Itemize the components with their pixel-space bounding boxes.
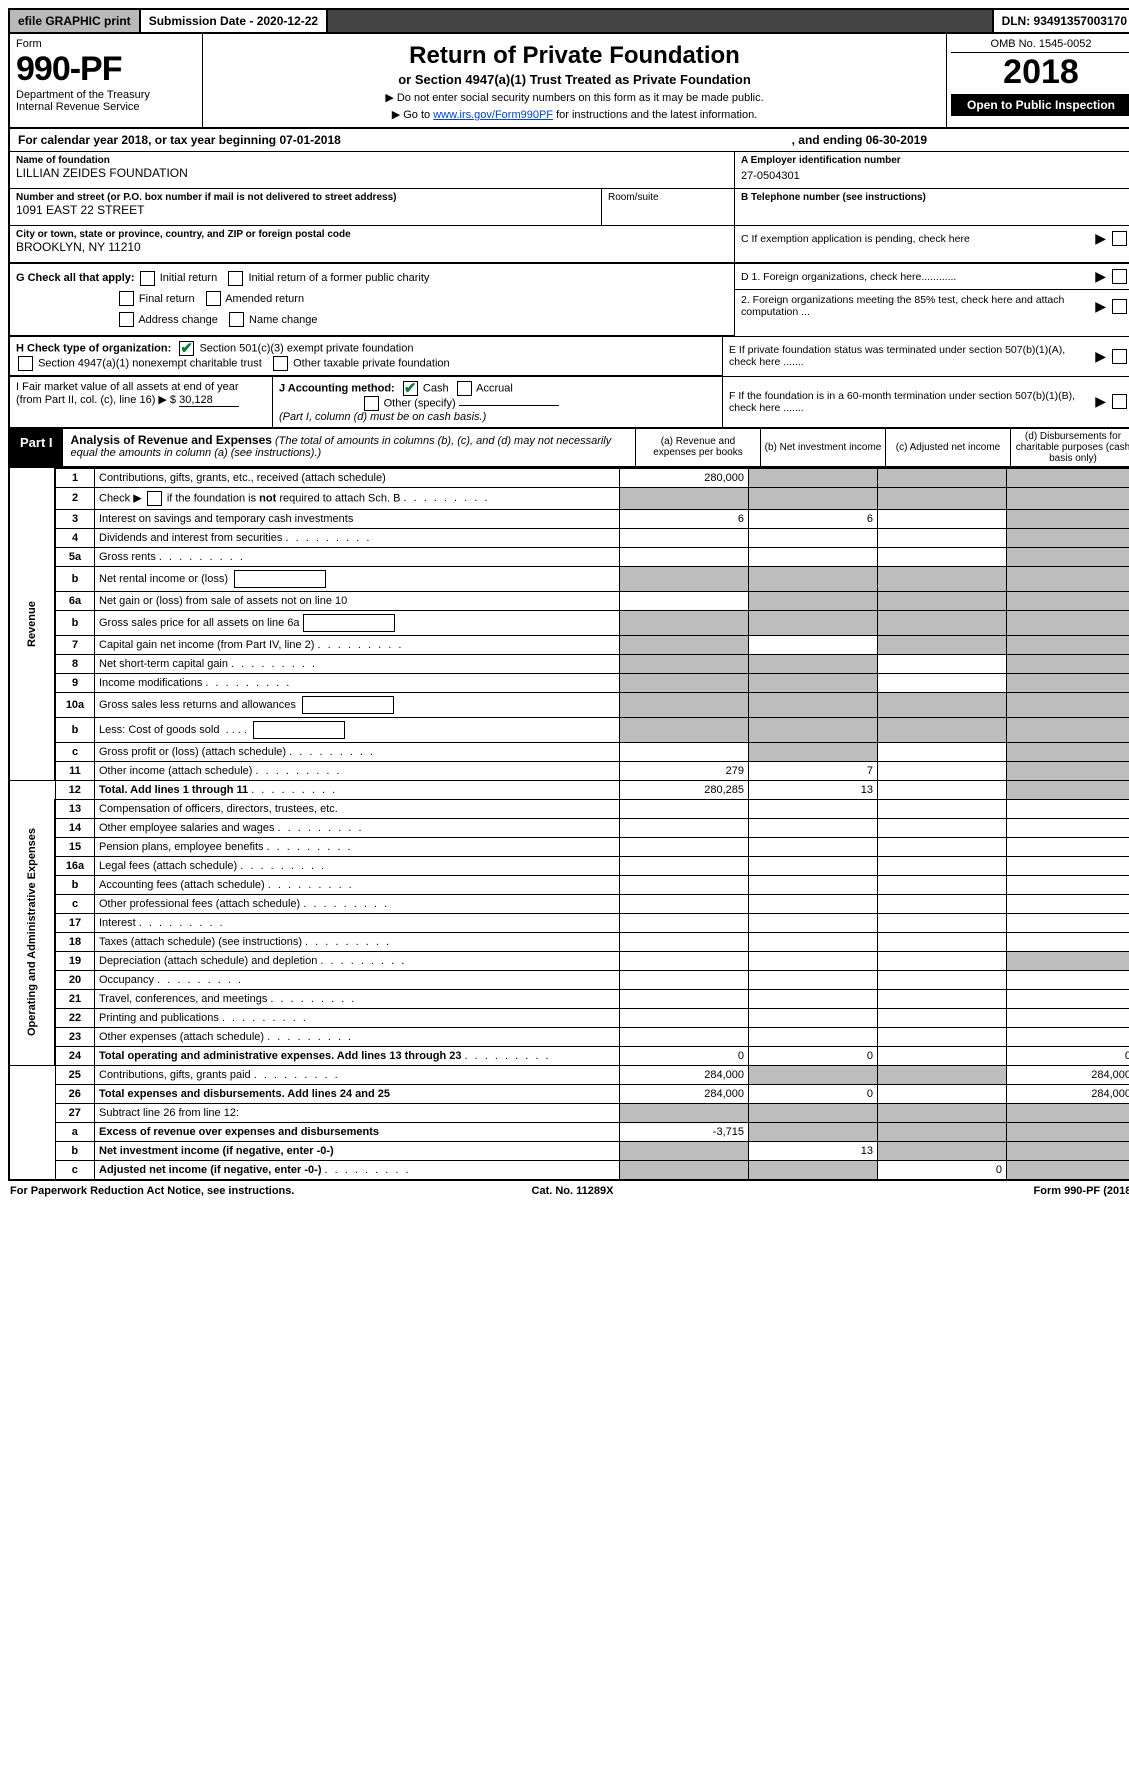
expenses-label: Operating and Administrative Expenses bbox=[9, 799, 55, 1065]
form-subtitle: or Section 4947(a)(1) Trust Treated as P… bbox=[209, 72, 940, 87]
tel-row: B Telephone number (see instructions) bbox=[735, 189, 1129, 226]
g-d-block: G Check all that apply: Initial return I… bbox=[8, 264, 1129, 337]
i-j-f-block: I Fair market value of all assets at end… bbox=[8, 377, 1129, 429]
header-mid: Return of Private Foundation or Section … bbox=[203, 34, 947, 127]
name-row: Name of foundation LILLIAN ZEIDES FOUNDA… bbox=[10, 152, 734, 189]
e-section: E If private foundation status was termi… bbox=[722, 337, 1129, 376]
part1-label: Part I bbox=[10, 429, 63, 466]
form-header: Form 990-PF Department of the Treasury I… bbox=[8, 34, 1129, 129]
h-e-block: H Check type of organization: Section 50… bbox=[8, 337, 1129, 377]
part1-table: Revenue 1Contributions, gifts, grants, e… bbox=[8, 468, 1129, 1181]
irs-link[interactable]: www.irs.gov/Form990PF bbox=[433, 109, 553, 121]
cal-end: , and ending 06-30-2019 bbox=[792, 133, 927, 147]
street-row: Number and street (or P.O. box number if… bbox=[10, 189, 602, 225]
h-section: H Check type of organization: Section 50… bbox=[10, 337, 722, 376]
col-b: (b) Net investment income bbox=[760, 429, 885, 466]
note-1: ▶ Do not enter social security numbers o… bbox=[209, 91, 940, 104]
tax-year: 2018 bbox=[951, 53, 1129, 92]
irs-label: Internal Revenue Service bbox=[16, 101, 196, 113]
h-501c3-checkbox[interactable] bbox=[179, 341, 194, 356]
omb-number: OMB No. 1545-0052 bbox=[951, 38, 1129, 53]
efile-label: efile GRAPHIC print bbox=[10, 10, 141, 32]
d-section: D 1. Foreign organizations, check here..… bbox=[734, 264, 1129, 336]
j-section: J Accounting method: Cash Accrual Other … bbox=[273, 377, 722, 427]
dept-label: Department of the Treasury bbox=[16, 89, 196, 101]
ein-row: A Employer identification number 27-0504… bbox=[735, 152, 1129, 189]
note-2: ▶ Go to www.irs.gov/Form990PF for instru… bbox=[209, 108, 940, 121]
form-number: 990-PF bbox=[16, 50, 196, 89]
form-ref: Form 990-PF (2018) bbox=[760, 1185, 1129, 1197]
col-a: (a) Revenue and expenses per books bbox=[635, 429, 760, 466]
paperwork-notice: For Paperwork Reduction Act Notice, see … bbox=[10, 1185, 385, 1197]
city-row: City or town, state or province, country… bbox=[10, 225, 734, 262]
cal-begin: For calendar year 2018, or tax year begi… bbox=[18, 133, 341, 147]
ein-value: 27-0504301 bbox=[741, 170, 1129, 182]
submission-date: Submission Date - 2020-12-22 bbox=[141, 10, 328, 32]
street-address: 1091 EAST 22 STREET bbox=[16, 203, 595, 217]
arrow-icon: ▶ bbox=[1095, 230, 1106, 247]
form-title: Return of Private Foundation bbox=[209, 42, 940, 70]
dln-label: DLN: 93491357003170 bbox=[992, 10, 1129, 32]
i-section: I Fair market value of all assets at end… bbox=[10, 377, 273, 427]
part1-header: Part I Analysis of Revenue and Expenses … bbox=[8, 429, 1129, 468]
fmv-value: 30,128 bbox=[179, 394, 239, 407]
header-left: Form 990-PF Department of the Treasury I… bbox=[10, 34, 203, 127]
cash-checkbox[interactable] bbox=[403, 381, 418, 396]
col-d: (d) Disbursements for charitable purpose… bbox=[1010, 429, 1129, 466]
accrual-checkbox[interactable] bbox=[457, 381, 472, 396]
city-state-zip: BROOKLYN, NY 11210 bbox=[16, 240, 728, 254]
calendar-year-row: For calendar year 2018, or tax year begi… bbox=[8, 129, 1129, 152]
form-word: Form bbox=[16, 38, 196, 50]
col-c: (c) Adjusted net income bbox=[885, 429, 1010, 466]
room-suite: Room/suite bbox=[602, 189, 734, 225]
topbar-spacer bbox=[328, 10, 991, 32]
c-pending: C If exemption application is pending, c… bbox=[735, 226, 1129, 251]
f-section: F If the foundation is in a 60-month ter… bbox=[722, 377, 1129, 427]
top-bar: efile GRAPHIC print Submission Date - 20… bbox=[8, 8, 1129, 34]
foundation-name: LILLIAN ZEIDES FOUNDATION bbox=[16, 166, 728, 180]
cat-no: Cat. No. 11289X bbox=[385, 1185, 760, 1197]
part1-desc: Analysis of Revenue and Expenses (The to… bbox=[63, 429, 635, 466]
header-right: OMB No. 1545-0052 2018 Open to Public In… bbox=[947, 34, 1129, 127]
identity-block: Name of foundation LILLIAN ZEIDES FOUNDA… bbox=[8, 152, 1129, 264]
public-inspection: Open to Public Inspection bbox=[951, 94, 1129, 116]
revenue-label: Revenue bbox=[9, 468, 55, 780]
page-footer: For Paperwork Reduction Act Notice, see … bbox=[8, 1181, 1129, 1201]
c-checkbox[interactable] bbox=[1112, 231, 1127, 246]
g-section: G Check all that apply: Initial return I… bbox=[10, 264, 734, 336]
